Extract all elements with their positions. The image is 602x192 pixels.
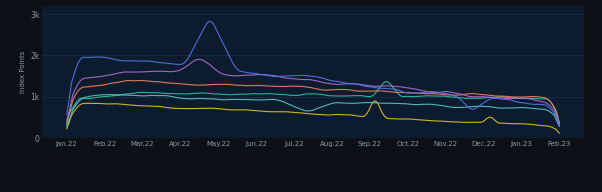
Y-axis label: Index Points: Index Points <box>20 51 26 93</box>
